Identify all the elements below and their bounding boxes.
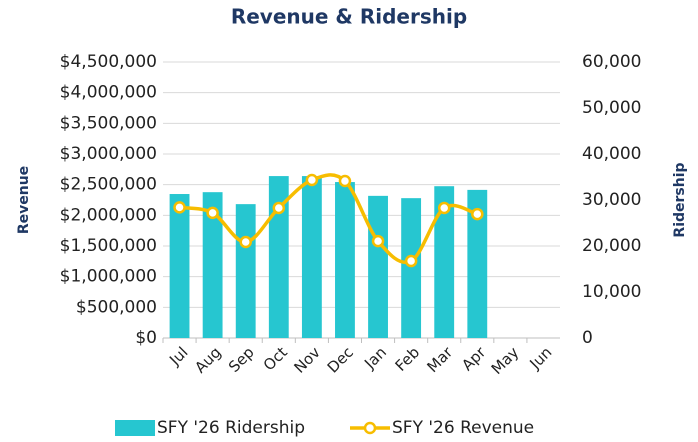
x-tick-label: Jun [525,343,555,373]
y-tick-label: $2,500,000 [60,175,157,195]
bar [268,176,289,338]
y-tick-label: $3,500,000 [60,113,157,133]
point [206,206,219,220]
y2-tick-label: 10,000 [582,282,641,302]
bar [401,198,422,338]
bar [202,192,223,338]
y-tick-label: $1,500,000 [60,236,157,256]
point [404,254,418,268]
bar [301,176,322,338]
point [338,174,352,188]
point [471,207,484,221]
point [272,201,286,215]
bar [169,194,190,338]
x-tick-label: Nov [290,343,324,377]
bar [467,189,488,338]
x-tick-label: Apr [458,343,490,375]
x-tick-label: Jan [360,343,390,373]
x-tick-label: Mar [423,343,456,376]
y-tick-label: $4,500,000 [60,52,157,72]
y-tick-label: $500,000 [76,297,157,317]
point [371,234,385,248]
point [239,235,252,249]
y-tick-label: $1,000,000 [60,267,157,287]
x-tick-label: May [488,343,523,378]
x-tick-label: Sep [225,343,258,376]
y-tick-label: $2,000,000 [60,205,157,225]
bar [235,204,256,338]
y2-axis-label: Ridership [672,162,688,237]
legend-swatch [115,420,155,436]
bar [335,182,355,338]
point [437,201,451,215]
bar [434,186,455,338]
y2-tick-label: 40,000 [582,144,641,164]
x-tick-label: Jul [165,343,191,369]
y-tick-label: $3,000,000 [60,144,157,164]
point [173,201,186,214]
chart-title: Revenue & Ridership [231,5,467,29]
x-tick-label: Feb [392,343,424,375]
bar [368,195,388,338]
legend-label: SFY '26 Revenue [392,418,534,438]
legend-swatch [363,421,377,435]
y2-tick-label: 20,000 [582,236,641,256]
y-tick-label: $4,000,000 [60,83,157,103]
y-tick-label: $0 [135,328,157,348]
x-tick-label: Dec [324,343,357,376]
y2-tick-label: 0 [582,328,593,348]
y2-tick-label: 50,000 [582,98,641,118]
y2-tick-label: 30,000 [582,190,641,210]
point [305,173,319,187]
x-tick-label: Aug [191,343,224,376]
legend-label: SFY '26 Ridership [157,418,305,438]
line [179,173,478,265]
x-tick-label: Oct [260,343,291,374]
y2-tick-label: 60,000 [582,52,641,72]
y-axis-label: Revenue [16,166,32,234]
